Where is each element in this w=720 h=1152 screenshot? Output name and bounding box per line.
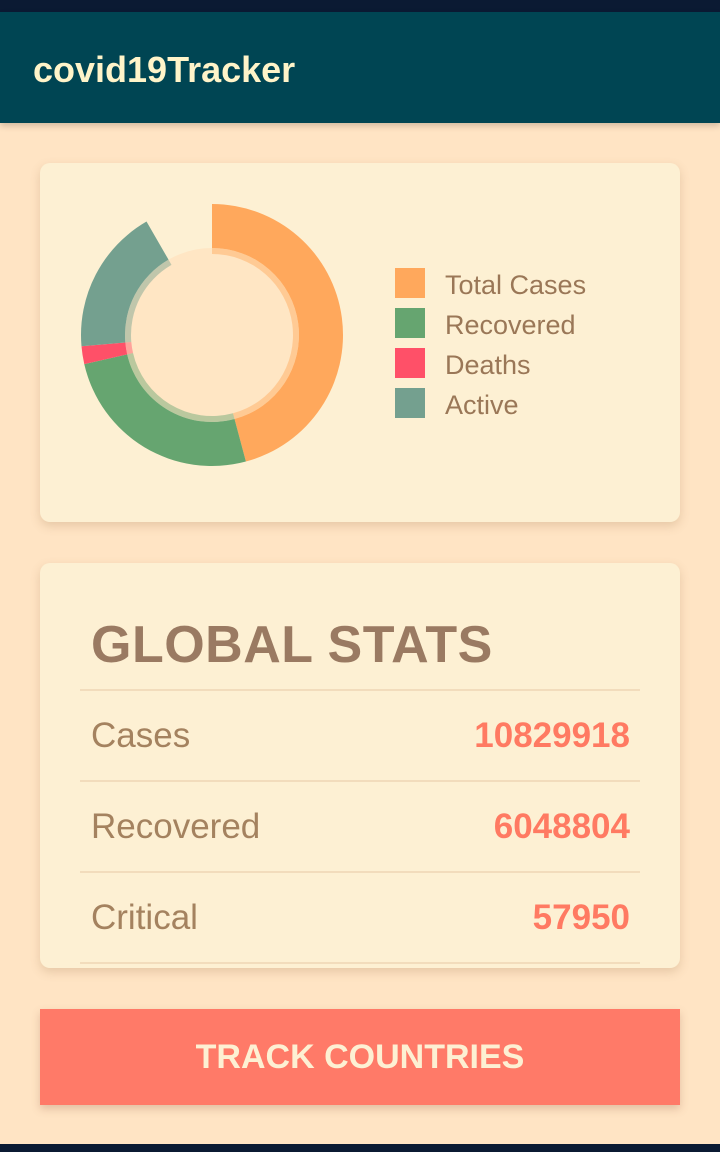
legend-label-recovered: Recovered — [445, 310, 576, 340]
stats-title: GLOBAL STATS — [91, 616, 493, 674]
status-bar — [0, 0, 720, 12]
legend-label-active: Active — [445, 390, 519, 420]
stat-label-recovered: Recovered — [91, 807, 261, 846]
app-bar: covid19Tracker — [0, 12, 720, 123]
divider — [80, 962, 640, 964]
divider — [80, 780, 640, 782]
stat-value-recovered: 6048804 — [493, 807, 630, 846]
donut-inner-ring-deaths — [125, 341, 134, 355]
donut-slice-recovered — [84, 354, 246, 466]
track-countries-button[interactable]: TRACK COUNTRIES — [40, 1009, 680, 1105]
donut-slice-deaths — [81, 342, 128, 365]
navigation-bar — [0, 1144, 720, 1152]
donut-slice-active — [81, 221, 169, 347]
donut-slice-total-cases — [212, 204, 343, 462]
divider — [80, 871, 640, 873]
stat-label-critical: Critical — [91, 898, 198, 937]
stat-value-cases: 10829918 — [474, 716, 630, 755]
donut-chart — [81, 204, 343, 466]
legend-swatch-active — [395, 388, 425, 418]
legend-label-deaths: Deaths — [445, 350, 531, 380]
legend-swatch-total-cases — [395, 268, 425, 298]
app-title: covid19Tracker — [33, 49, 296, 90]
global-stats-card: GLOBAL STATS Cases 10829918 Recovered 60… — [40, 563, 680, 968]
donut-inner-ring-recovered — [127, 353, 235, 422]
stat-label-cases: Cases — [91, 716, 191, 755]
stat-value-critical: 57950 — [532, 898, 630, 937]
divider — [80, 689, 640, 691]
track-countries-label: TRACK COUNTRIES — [195, 1038, 525, 1076]
donut-inner-ring-active — [125, 259, 172, 343]
legend-label-total-cases: Total Cases — [445, 270, 587, 300]
donut-hole — [125, 248, 299, 422]
legend-swatch-deaths — [395, 348, 425, 378]
legend-swatch-recovered — [395, 308, 425, 338]
chart-card: Total Cases Recovered Deaths Active — [40, 163, 680, 522]
